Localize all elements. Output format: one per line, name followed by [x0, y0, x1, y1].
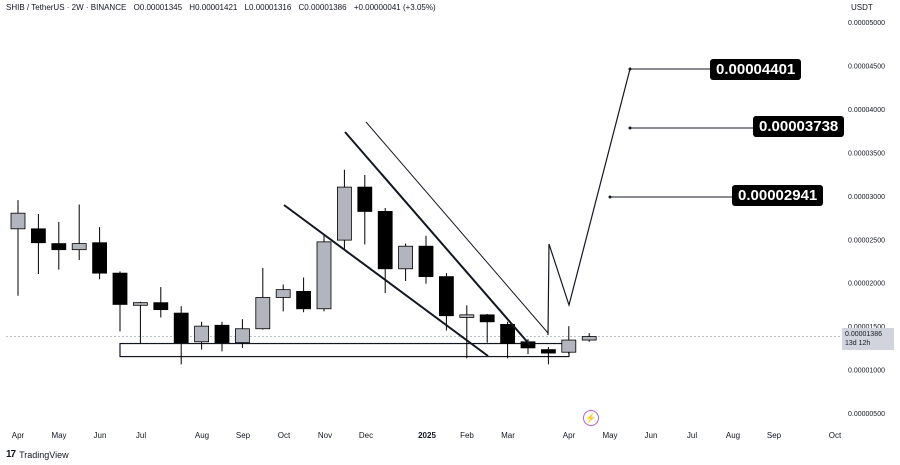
x-tick-label: Oct — [829, 431, 842, 440]
candle-body — [561, 339, 577, 353]
y-tick-label: 0.00005000 — [848, 20, 885, 27]
candle-body — [581, 336, 597, 341]
x-tick-label: Dec — [359, 431, 373, 440]
candle-body — [275, 289, 291, 298]
ohlc-change: +0.00000041 (+3.05%) — [353, 3, 436, 12]
y-tick-label: 0.00001000 — [848, 368, 885, 375]
y-tick-label: 0.00003500 — [848, 150, 885, 157]
y-tick-label: 0.00004500 — [848, 63, 885, 70]
candle-body — [30, 228, 46, 244]
candle-body — [357, 186, 373, 212]
x-tick-label: Jul — [687, 431, 697, 440]
x-tick-label: Sep — [767, 431, 782, 440]
x-tick-label: Apr — [12, 431, 25, 440]
candle-body — [316, 241, 332, 310]
ohlc-high: H0.00001421 — [189, 3, 238, 12]
target-callout-3: 0.00002941 — [732, 185, 824, 206]
y-tick-label: 0.00000500 — [848, 411, 885, 418]
last-price-value: 0.00001386 — [845, 331, 882, 338]
candle-body — [438, 276, 454, 317]
symbol-title: SHIB / TetherUS · 2W · BINANCE — [6, 3, 127, 12]
x-tick-label: Jun — [94, 431, 107, 440]
trendline-middle — [344, 131, 531, 346]
trendline-upper — [365, 121, 549, 334]
candle-body — [336, 186, 352, 241]
candle-body — [541, 349, 556, 354]
x-tick-label: Apr — [563, 431, 576, 440]
candle-body — [173, 312, 189, 344]
x-tick-label: Aug — [726, 431, 740, 440]
candle-body — [214, 324, 230, 344]
y-tick-label: 0.00004000 — [848, 107, 885, 114]
brand-footer[interactable]: 17 TradingView — [6, 449, 69, 460]
support-zone-rect — [119, 342, 570, 358]
ohlc-open: O0.00001345 — [133, 3, 183, 12]
candle-body — [234, 328, 250, 344]
x-tick-label: Sep — [236, 431, 251, 440]
lightning-icon[interactable]: ⚡ — [583, 410, 599, 426]
x-tick-label: Nov — [318, 431, 332, 440]
candle-body — [418, 245, 434, 278]
x-tick-label: May — [602, 431, 617, 440]
x-tick-label: Aug — [195, 431, 209, 440]
y-tick-label: 0.00002500 — [848, 237, 885, 244]
currency-label[interactable]: USDT — [851, 3, 873, 12]
candle-body — [153, 302, 169, 311]
x-tick-label: Mar — [501, 431, 515, 440]
y-tick-label: 0.00002000 — [848, 281, 885, 288]
candle-body — [132, 302, 148, 306]
brand-name: TradingView — [19, 449, 69, 460]
candle-body — [51, 243, 67, 251]
candle-body — [71, 243, 87, 251]
candle-body — [377, 211, 393, 270]
candle-body — [500, 324, 516, 344]
candle-body — [479, 314, 495, 323]
x-tick-label: Feb — [460, 431, 474, 440]
y-tick-label: 0.00001500 — [848, 324, 885, 331]
candle-body — [398, 245, 414, 270]
target-anchor-dot — [628, 67, 632, 71]
projection-path — [547, 68, 631, 336]
trendline-lower — [283, 204, 489, 357]
ohlc-low: L0.00001316 — [244, 3, 292, 12]
candle-body — [92, 242, 107, 274]
ohlc-close: C0.00001386 — [298, 3, 347, 12]
candle-body — [194, 325, 210, 343]
candle-body — [10, 212, 26, 230]
tradingview-logo-icon: 17 — [6, 449, 16, 460]
candle-body — [296, 290, 312, 310]
y-tick-label: 0.00003000 — [848, 194, 885, 201]
target-callout-1: 0.00004401 — [710, 59, 802, 80]
x-tick-label: May — [51, 431, 66, 440]
bar-countdown: 13d 12h — [845, 340, 871, 347]
target-callout-2: 0.00003738 — [753, 116, 845, 137]
symbol-header: SHIB / TetherUS · 2W · BINANCE O0.000013… — [6, 3, 441, 12]
x-tick-label: Jun — [645, 431, 658, 440]
x-tick-label: Jul — [136, 431, 146, 440]
target-anchor-dot — [628, 126, 632, 130]
candle-body — [112, 272, 128, 305]
target-anchor-dot — [608, 195, 612, 199]
last-price-tag: 0.00001386 13d 12h — [842, 328, 894, 350]
candle-body — [459, 314, 475, 318]
x-tick-label: 2025 — [418, 431, 436, 440]
x-tick-label: Oct — [278, 431, 291, 440]
candle-body — [255, 297, 271, 330]
